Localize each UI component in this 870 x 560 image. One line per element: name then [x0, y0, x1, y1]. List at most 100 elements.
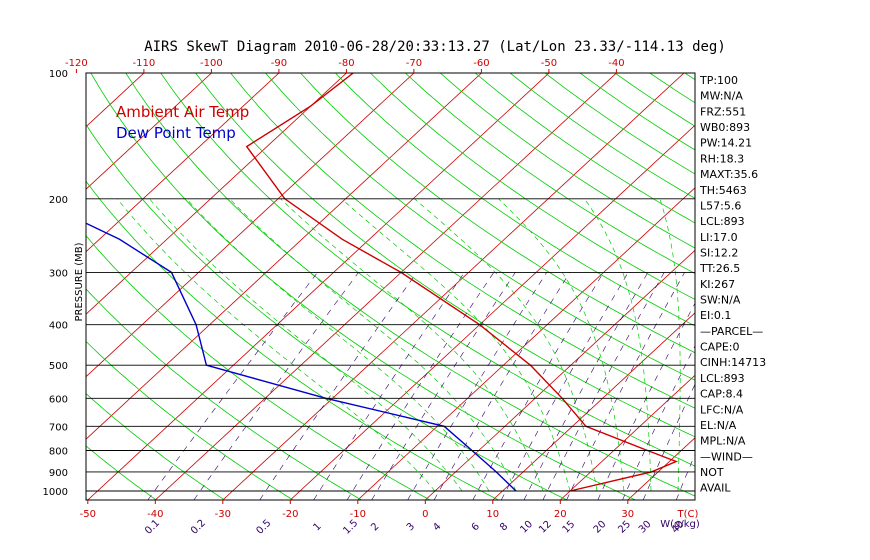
mixing-ratio-line: [147, 272, 318, 500]
isotherm-line: [86, 73, 415, 378]
pressure-tick-label: 800: [49, 447, 68, 458]
index-entry: L57:5.6: [700, 199, 741, 212]
index-entry: AVAIL: [700, 482, 731, 495]
pressure-tick-label: 300: [49, 268, 68, 279]
top-axis: -120 -110 -100 -90 -80 -70 -60 -50 -40: [65, 58, 625, 73]
moist-adiabat-line: [280, 198, 544, 492]
bottom-axis-label: -40: [147, 509, 163, 520]
mixing-ratio-line: [542, 272, 665, 500]
mixing-ratio-line: [676, 453, 695, 500]
mixing-ratio-label: 25: [616, 519, 633, 536]
isotherm-line: [560, 374, 695, 500]
dry-adiabat-line: [90, 73, 636, 500]
mixing-ratio-label: 1.5: [341, 518, 360, 537]
bottom-axis-label: 20: [554, 509, 567, 520]
pressure-tick-label: 200: [49, 195, 68, 206]
top-axis-label: -70: [406, 58, 422, 69]
bottom-axis: -50 -40 -30 -20 -10 0 10 20 30 T(C): [80, 500, 699, 520]
mixing-ratio-label: 1: [311, 521, 323, 533]
isotherm-line: [86, 73, 348, 315]
pressure-tick-label: 600: [49, 394, 68, 405]
dry-adiabat-line: [86, 235, 430, 500]
mixing-ratio-label: 6: [470, 521, 482, 533]
mixing-ratio-label: 0.2: [189, 518, 208, 537]
dry-adiabat-line: [195, 73, 695, 438]
mixing-ratio-label: 8: [498, 521, 510, 533]
isotherm-line: [86, 73, 483, 440]
mixing-ratio-line: [193, 272, 359, 500]
index-entry: SW:N/A: [700, 294, 741, 307]
grid-lines: [0, 73, 695, 500]
mixing-ratio-line: [371, 272, 516, 500]
top-axis-label: -50: [541, 58, 557, 69]
index-entry: FRZ:551: [700, 105, 746, 118]
dry-adiabat-line: [300, 73, 695, 354]
dry-adiabat-line: [474, 73, 695, 224]
temperature-profile: [245, 73, 678, 492]
dry-adiabat-line: [335, 73, 695, 327]
mixing-ratio-line: [501, 272, 629, 500]
mixing-ratio-label: 20: [592, 519, 609, 536]
index-entry: SI:12.2: [700, 246, 738, 259]
bottom-axis-unit: T(C): [677, 509, 699, 520]
index-entry: EL:N/A: [700, 419, 737, 432]
pressure-axis: 100 200 300 400 500 600 700 800 900 1000: [43, 69, 68, 498]
index-entry: LFC:N/A: [700, 403, 744, 416]
dry-adiabat-line: [230, 73, 695, 409]
dry-adiabat-line: [86, 180, 499, 500]
dry-adiabat-line: [0, 73, 19, 500]
index-entry: —PARCEL—: [700, 325, 763, 338]
dry-adiabat-line: [509, 73, 695, 199]
mixing-ratio-unit: W(g/kg): [660, 519, 700, 530]
mixing-ratio-line: [642, 383, 695, 500]
legend-temp: Ambient Air Temp: [116, 103, 249, 121]
isotherm-line: [86, 73, 213, 190]
dry-adiabat-line: [86, 393, 225, 500]
top-axis-label: -110: [133, 58, 156, 69]
legend-dew: Dew Point Temp: [116, 124, 236, 142]
top-axis-label: -120: [65, 58, 88, 69]
moist-adiabat-line: [341, 198, 571, 492]
mixing-ratio-label: 10: [518, 519, 535, 536]
index-entry: WB0:893: [700, 121, 750, 134]
mixing-ratio-line: [597, 302, 695, 500]
chart-title: AIRS SkewT Diagram 2010-06-28/20:33:13.2…: [144, 39, 726, 55]
index-entry: MPL:N/A: [700, 435, 746, 448]
isotherm-line: [425, 249, 695, 500]
isotherm-line: [357, 187, 695, 500]
mixing-ratio-line: [259, 272, 418, 500]
pressure-axis-label: PRESSURE (MB): [74, 242, 85, 321]
top-axis-label: -100: [200, 58, 223, 69]
index-entry: EI:0.1: [700, 309, 731, 322]
stability-indices: TP:100 MW:N/A FRZ:551 WB0:893 PW:14.21 RH:18.…: [699, 74, 766, 495]
pressure-tick-label: 100: [49, 69, 68, 80]
mixing-ratio-label: 15: [561, 519, 578, 536]
mixing-ratio-line: [346, 272, 495, 500]
dry-adiabat-line: [125, 73, 695, 497]
profiles: [86, 73, 678, 492]
mixing-ratio-line: [472, 272, 604, 500]
dry-adiabat-line: [86, 445, 157, 500]
mixing-ratio-label: 4: [431, 521, 443, 533]
moist-adiabat-line: [498, 198, 625, 492]
index-entry: TH:5463: [699, 184, 747, 197]
dry-adiabat-line: [439, 73, 695, 249]
index-entry: LCL:893: [700, 372, 745, 385]
mixing-ratio-label: 3: [405, 521, 417, 533]
dry-adiabat-line: [86, 123, 567, 500]
top-axis-label: -60: [473, 58, 489, 69]
mixing-ratio-label: 30: [637, 519, 654, 536]
mixing-ratio-label: 12: [537, 519, 554, 536]
mixing-ratio-line: [566, 272, 685, 500]
dry-adiabat-line: [86, 288, 362, 500]
dry-adiabat-line: [370, 73, 695, 300]
bottom-axis-label: -10: [350, 509, 366, 520]
dry-adiabat-line: [86, 340, 294, 500]
index-entry: KI:267: [700, 278, 735, 291]
bottom-axis-label: 30: [621, 509, 634, 520]
mixing-ratio-line: [523, 272, 649, 500]
top-axis-label: -40: [608, 58, 624, 69]
moist-adiabat-line: [659, 198, 681, 491]
pressure-tick-label: 500: [49, 361, 68, 372]
isotherm-line: [492, 312, 695, 500]
